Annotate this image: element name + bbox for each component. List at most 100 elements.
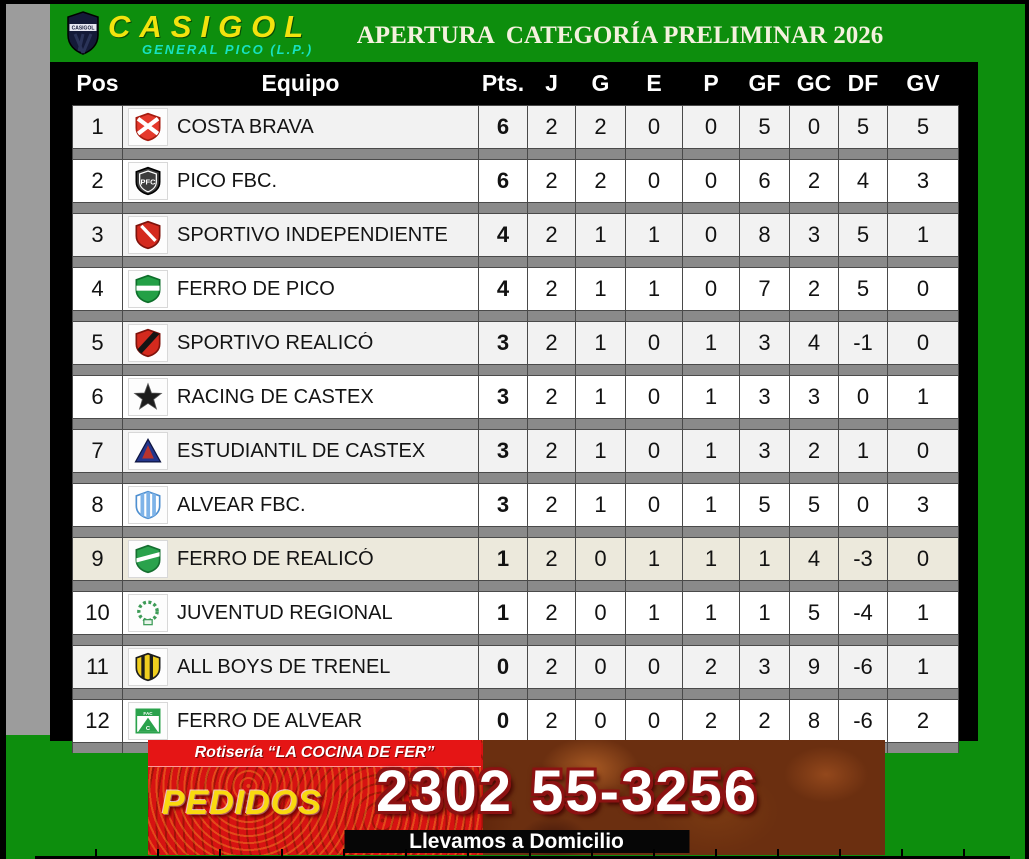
table-row: 12 FAC C FERRO DE ALVEAR 0 2 0 0 2 2 8 -6 2	[72, 699, 959, 743]
juventud-regional-crest-icon	[128, 594, 168, 632]
team-cell: FERRO DE REALICÓ	[122, 537, 479, 581]
brand-subtitle: GENERAL PICO (L.P.)	[142, 42, 314, 57]
pos-cell: 8	[72, 483, 123, 527]
p-cell: 2	[682, 645, 740, 689]
gv-cell: 3	[887, 483, 959, 527]
team-name: ESTUDIANTIL DE CASTEX	[177, 439, 426, 462]
standings-table-area: Pos Equipo Pts. J G E P GF GC DF GV 1 COS…	[50, 62, 978, 753]
col-header-pos: Pos	[72, 62, 123, 106]
ferro-de-alvear-crest-icon: FAC C	[128, 702, 168, 740]
df-cell: -6	[838, 699, 888, 743]
e-cell: 0	[625, 159, 683, 203]
team-cell: SPORTIVO REALICÓ	[122, 321, 479, 365]
gv-cell: 0	[887, 267, 959, 311]
p-cell: 0	[682, 159, 740, 203]
e-cell: 1	[625, 267, 683, 311]
p-cell: 1	[682, 321, 740, 365]
col-header-p: P	[682, 62, 740, 106]
e-cell: 0	[625, 429, 683, 473]
gc-cell: 5	[789, 591, 839, 635]
svg-text:C: C	[146, 726, 151, 732]
pts-cell: 4	[478, 213, 528, 257]
pos-cell: 9	[72, 537, 123, 581]
row-separator	[72, 256, 959, 268]
gc-cell: 3	[789, 375, 839, 419]
row-separator	[72, 148, 959, 160]
team-name: ALVEAR FBC.	[177, 493, 306, 516]
row-separator	[72, 472, 959, 484]
estudiantil-de-castex-crest-icon	[128, 432, 168, 470]
row-separator	[72, 202, 959, 214]
col-header-gc: GC	[789, 62, 839, 106]
e-cell: 1	[625, 591, 683, 635]
ad-shop-name: Rotisería “LA COCINA DE FER”	[148, 740, 481, 767]
g-cell: 1	[575, 213, 626, 257]
j-cell: 2	[527, 375, 576, 419]
p-cell: 1	[682, 591, 740, 635]
col-header-gf: GF	[739, 62, 790, 106]
col-header-equipo: Equipo	[122, 62, 479, 106]
g-cell: 2	[575, 159, 626, 203]
df-cell: -4	[838, 591, 888, 635]
table-row: 1 COSTA BRAVA 6 2 2 0 0 5 0 5 5	[72, 105, 959, 149]
team-name: PICO FBC.	[177, 169, 278, 192]
j-cell: 2	[527, 213, 576, 257]
pos-cell: 7	[72, 429, 123, 473]
table-row: 5 SPORTIVO REALICÓ 3 2 1 0 1 3 4 -1 0	[72, 321, 959, 365]
g-cell: 2	[575, 105, 626, 149]
e-cell: 0	[625, 483, 683, 527]
pos-cell: 10	[72, 591, 123, 635]
page-title: APERTURA CATEGORÍA PRELIMINAR 2026	[356, 22, 884, 49]
gc-cell: 0	[789, 105, 839, 149]
g-cell: 1	[575, 483, 626, 527]
row-separator	[72, 634, 959, 646]
gf-cell: 1	[739, 591, 790, 635]
pos-cell: 6	[72, 375, 123, 419]
gv-cell: 1	[887, 645, 959, 689]
header-band: CASIGOL CASIGOL GENERAL PICO (L.P.) APER…	[50, 4, 1025, 62]
df-cell: 5	[838, 213, 888, 257]
brand: CASIGOL CASIGOL	[66, 10, 312, 61]
e-cell: 0	[625, 105, 683, 149]
gf-cell: 3	[739, 321, 790, 365]
pts-cell: 3	[478, 429, 528, 473]
j-cell: 2	[527, 429, 576, 473]
table-row: 2 PFC PICO FBC. 6 2 2 0 0 6 2 4 3	[72, 159, 959, 203]
p-cell: 2	[682, 699, 740, 743]
gv-cell: 3	[887, 159, 959, 203]
casigol-crest-icon: CASIGOL	[66, 10, 100, 61]
team-name: SPORTIVO REALICÓ	[177, 331, 374, 354]
pts-cell: 0	[478, 645, 528, 689]
gv-cell: 5	[887, 105, 959, 149]
e-cell: 0	[625, 321, 683, 365]
table-row: 4 FERRO DE PICO 4 2 1 1 0 7 2 5 0	[72, 267, 959, 311]
gf-cell: 3	[739, 645, 790, 689]
p-cell: 0	[682, 105, 740, 149]
row-separator	[72, 526, 959, 538]
all-boys-de-trenel-crest-icon	[128, 648, 168, 686]
team-cell: JUVENTUD REGIONAL	[122, 591, 479, 635]
p-cell: 0	[682, 213, 740, 257]
row-separator	[72, 310, 959, 322]
df-cell: 4	[838, 159, 888, 203]
col-header-df: DF	[838, 62, 888, 106]
costa-brava-crest-icon	[128, 108, 168, 146]
team-cell: ALVEAR FBC.	[122, 483, 479, 527]
df-cell: -6	[838, 645, 888, 689]
pts-cell: 3	[478, 483, 528, 527]
row-separator	[72, 580, 959, 592]
gc-cell: 2	[789, 267, 839, 311]
ad-delivery-tagline: Llevamos a Domicilio	[344, 830, 689, 853]
pts-cell: 6	[478, 159, 528, 203]
j-cell: 2	[527, 105, 576, 149]
pico-fbc-crest-icon: PFC	[128, 162, 168, 200]
pts-cell: 6	[478, 105, 528, 149]
team-name: FERRO DE ALVEAR	[177, 709, 363, 732]
col-header-j: J	[527, 62, 576, 106]
team-name: ALL BOYS DE TRENEL	[177, 655, 391, 678]
j-cell: 2	[527, 159, 576, 203]
table-row: 6 RACING DE CASTEX 3 2 1 0 1 3 3 0 1	[72, 375, 959, 419]
sportivo-independiente-crest-icon	[128, 216, 168, 254]
gv-cell: 0	[887, 321, 959, 365]
team-cell: ALL BOYS DE TRENEL	[122, 645, 479, 689]
